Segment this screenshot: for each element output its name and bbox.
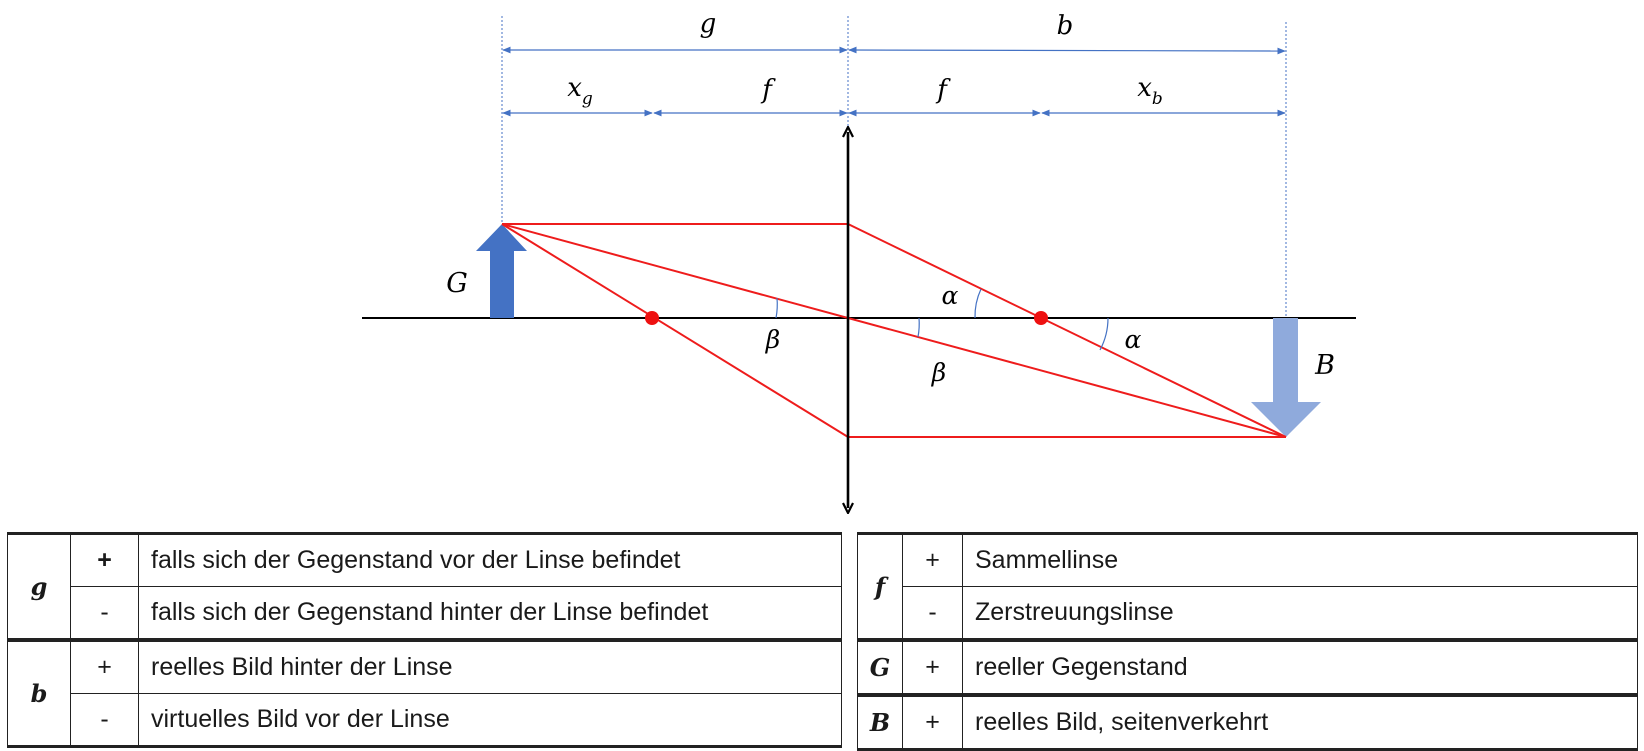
table-row: - falls sich der Gegenstand hinter der L…: [8, 586, 842, 641]
symbol-cell-f: f: [857, 533, 903, 641]
focal-point-left: [645, 311, 659, 325]
f-right-label: f: [935, 75, 951, 105]
xg-label: xg: [567, 73, 593, 109]
g-label: g: [700, 9, 717, 39]
sign-cell: -: [902, 586, 963, 641]
description-cell: reelles Bild hinter der Linse: [138, 638, 842, 694]
table-row: B + reelles Bild, seitenverkehrt: [857, 693, 1638, 750]
sign-convention-table-left: g + falls sich der Gegenstand vor der Li…: [7, 532, 842, 748]
description-cell: Sammellinse: [962, 533, 1638, 587]
description-cell: reelles Bild, seitenverkehrt: [962, 693, 1638, 750]
sign-cell: -: [70, 586, 139, 641]
object-label-G: G: [446, 268, 468, 299]
lens-diagram: g b xg f f xb G B α α β β: [362, 9, 1356, 520]
sign-cell: +: [902, 693, 963, 750]
sign-convention-table-right: f + Sammellinse - Zerstreuungslinse G + …: [857, 532, 1638, 751]
image-label-B: B: [1314, 350, 1335, 381]
central-ray: [501, 223, 1287, 438]
description-cell: Zerstreuungslinse: [962, 586, 1638, 641]
alpha-label-top: α: [942, 281, 959, 310]
object-arrow: [476, 224, 527, 318]
symbol-cell-b: b: [7, 638, 71, 747]
sign-cell: -: [70, 693, 139, 747]
beta-label-bottom: β: [931, 358, 946, 387]
angle-arc-beta-right: [917, 317, 920, 338]
table-row: g + falls sich der Gegenstand vor der Li…: [7, 533, 842, 641]
angle-arc-alpha-right: [1099, 317, 1109, 351]
table-row: f + Sammellinse: [857, 533, 1638, 641]
b-label: b: [1057, 11, 1074, 41]
table-row: b + reelles Bild hinter der Linse: [7, 638, 842, 747]
description-cell: virtuelles Bild vor der Linse: [138, 693, 842, 747]
symbol-cell-G: G: [857, 638, 903, 696]
light-rays: [501, 223, 1287, 438]
angle-arc-beta-left: [775, 297, 778, 319]
table-row: - Zerstreuungslinse: [858, 586, 1638, 641]
sign-cell: +: [902, 638, 963, 696]
table-row: G + reeller Gegenstand: [857, 638, 1638, 696]
xb-label: xb: [1137, 73, 1163, 109]
alpha-label-right: α: [1125, 325, 1142, 354]
sign-cell: +: [902, 533, 963, 587]
symbol-cell-B: B: [857, 693, 903, 750]
description-cell: falls sich der Gegenstand vor der Linse …: [138, 533, 842, 587]
image-arrow: [1251, 318, 1321, 437]
table-row: - virtuelles Bild vor der Linse: [8, 693, 842, 747]
symbol-cell-g: g: [7, 533, 71, 641]
sign-cell: +: [70, 638, 139, 694]
sign-cell: +: [70, 533, 139, 587]
angle-arc-alpha-top: [974, 288, 982, 319]
description-cell: reeller Gegenstand: [962, 638, 1638, 696]
description-cell: falls sich der Gegenstand hinter der Lin…: [138, 586, 842, 641]
f-left-label: f: [760, 75, 776, 105]
beta-label-left: β: [765, 325, 780, 354]
b-dimension-line: [848, 46, 1286, 55]
focal-point-right: [1034, 311, 1048, 325]
